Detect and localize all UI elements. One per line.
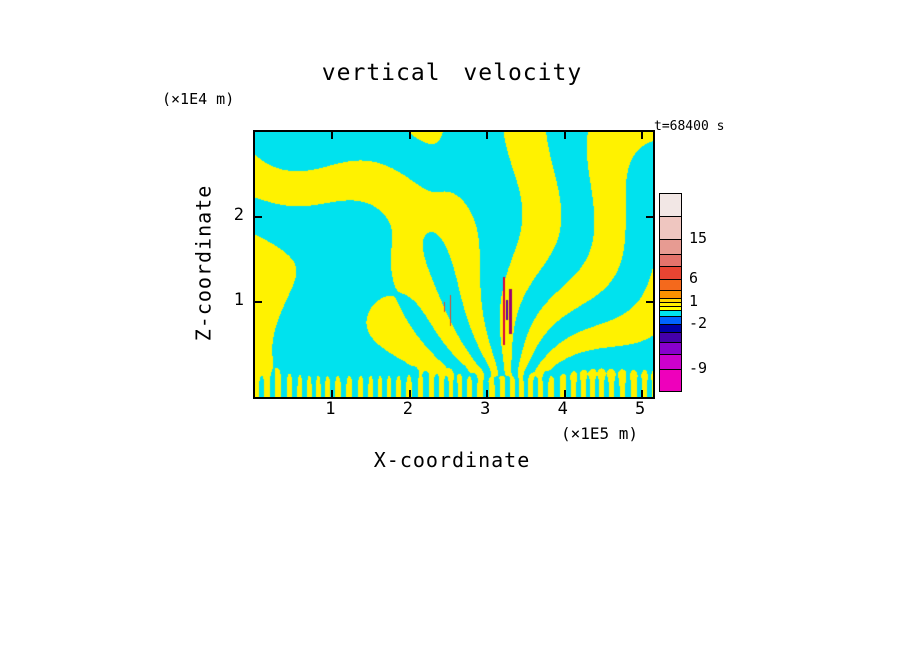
- x-tick-label: 5: [635, 399, 646, 419]
- colorbar-tick-label: 15: [689, 229, 708, 247]
- colorbar-tick-label: 6: [689, 269, 699, 287]
- chart-title: vertical velocity: [321, 60, 583, 86]
- colorbar-segment: [660, 194, 681, 216]
- colorbar-segment: [660, 239, 681, 254]
- colorbar: [659, 193, 682, 392]
- colorbar-segment: [660, 279, 681, 290]
- y-tick-label: 1: [233, 290, 244, 310]
- tick-mark: [646, 301, 653, 303]
- tick-mark: [331, 132, 333, 139]
- x-axis-unit-label: (×1E5 m): [561, 424, 639, 443]
- colorbar-tick-label: -9: [689, 359, 708, 377]
- colorbar-segment: [660, 332, 681, 342]
- tick-mark: [641, 132, 643, 139]
- x-axis-title: X-coordinate: [373, 448, 531, 472]
- colorbar-segment: [660, 298, 681, 302]
- x-tick-label: 3: [480, 399, 491, 419]
- colorbar-segment: [660, 216, 681, 239]
- colorbar-segment: [660, 254, 681, 266]
- x-tick-label: 2: [402, 399, 413, 419]
- colorbar-tick-label: 1: [689, 292, 699, 310]
- y-axis-title-wrap: Z-coordinate: [188, 130, 218, 395]
- colorbar-segment: [660, 306, 681, 310]
- colorbar-segment: [660, 310, 681, 316]
- tick-mark: [255, 301, 262, 303]
- heatmap-canvas: [255, 132, 653, 397]
- colorbar-segment: [660, 302, 681, 306]
- colorbar-segment: [660, 342, 681, 354]
- tick-mark: [331, 390, 333, 397]
- tick-mark: [564, 132, 566, 139]
- colorbar-segment: [660, 316, 681, 324]
- tick-mark: [564, 390, 566, 397]
- y-axis-title: Z-coordinate: [191, 184, 215, 341]
- colorbar-tick-label: -2: [689, 314, 708, 332]
- colorbar-segment: [660, 354, 681, 369]
- tick-mark: [486, 390, 488, 397]
- plot-area: [253, 130, 655, 399]
- tick-mark: [409, 390, 411, 397]
- tick-mark: [255, 216, 262, 218]
- tick-mark: [409, 132, 411, 139]
- colorbar-segment: [660, 290, 681, 298]
- y-tick-label: 2: [233, 205, 244, 225]
- colorbar-segment: [660, 369, 681, 391]
- x-tick-label: 4: [557, 399, 568, 419]
- tick-mark: [641, 390, 643, 397]
- tick-mark: [486, 132, 488, 139]
- y-axis-unit-label: (×1E4 m): [162, 90, 235, 108]
- colorbar-segment: [660, 324, 681, 332]
- tick-mark: [646, 216, 653, 218]
- timestamp-label: t=68400 s: [654, 119, 725, 134]
- x-tick-label: 1: [325, 399, 336, 419]
- colorbar-segment: [660, 266, 681, 279]
